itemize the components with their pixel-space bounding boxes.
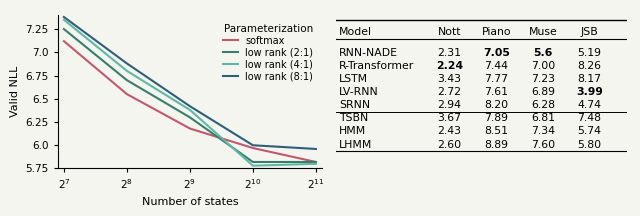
low rank (8:1) — [312, 148, 320, 150]
Line: softmax: softmax — [64, 41, 316, 162]
low rank (2:1) — [186, 116, 194, 119]
low rank (4:1) — [312, 162, 320, 165]
low rank (4:1) — [60, 19, 68, 21]
Text: 5.80: 5.80 — [577, 140, 602, 150]
softmax — [249, 147, 257, 149]
Text: 5.19: 5.19 — [577, 48, 602, 58]
Text: 8.17: 8.17 — [577, 74, 602, 84]
Line: low rank (2:1): low rank (2:1) — [64, 29, 316, 162]
Text: 7.77: 7.77 — [484, 74, 508, 84]
Text: JSB: JSB — [580, 27, 598, 37]
Text: 7.44: 7.44 — [484, 61, 508, 71]
Text: SRNN: SRNN — [339, 100, 370, 110]
softmax — [186, 127, 194, 130]
Text: 3.43: 3.43 — [438, 74, 461, 84]
Text: 5.6: 5.6 — [533, 48, 552, 58]
Text: 5.74: 5.74 — [577, 126, 602, 137]
softmax — [312, 161, 320, 163]
Text: 7.48: 7.48 — [577, 113, 602, 123]
Text: LHMM: LHMM — [339, 140, 372, 150]
Text: Piano: Piano — [481, 27, 511, 37]
X-axis label: Number of states: Number of states — [141, 197, 238, 207]
Text: 2.43: 2.43 — [438, 126, 461, 137]
low rank (2:1) — [60, 28, 68, 30]
Legend: softmax, low rank (2:1), low rank (4:1), low rank (8:1): softmax, low rank (2:1), low rank (4:1),… — [220, 20, 317, 86]
low rank (8:1) — [123, 62, 131, 65]
Text: 6.81: 6.81 — [531, 113, 555, 123]
Text: Nott: Nott — [438, 27, 461, 37]
Text: 3.67: 3.67 — [438, 113, 461, 123]
Text: 2.72: 2.72 — [438, 87, 461, 97]
Text: 2.31: 2.31 — [438, 48, 461, 58]
Text: RNN-NADE: RNN-NADE — [339, 48, 398, 58]
Text: 2.60: 2.60 — [438, 140, 461, 150]
softmax — [60, 40, 68, 42]
Text: R-Transformer: R-Transformer — [339, 61, 414, 71]
low rank (8:1) — [186, 105, 194, 108]
Text: 7.61: 7.61 — [484, 87, 508, 97]
Y-axis label: Valid NLL: Valid NLL — [10, 66, 20, 118]
low rank (4:1) — [249, 164, 257, 167]
Text: LV-RNN: LV-RNN — [339, 87, 379, 97]
Text: 7.89: 7.89 — [484, 113, 508, 123]
low rank (8:1) — [60, 16, 68, 18]
Text: 4.74: 4.74 — [577, 100, 602, 110]
Text: 8.20: 8.20 — [484, 100, 508, 110]
Text: 7.00: 7.00 — [531, 61, 555, 71]
Text: 2.24: 2.24 — [436, 61, 463, 71]
Text: 7.60: 7.60 — [531, 140, 555, 150]
Text: HMM: HMM — [339, 126, 366, 137]
Text: 3.99: 3.99 — [576, 87, 603, 97]
Text: 6.28: 6.28 — [531, 100, 555, 110]
Text: 8.26: 8.26 — [577, 61, 602, 71]
low rank (4:1) — [123, 70, 131, 72]
softmax — [123, 93, 131, 95]
low rank (8:1) — [249, 144, 257, 146]
low rank (4:1) — [186, 109, 194, 111]
Text: Model: Model — [339, 27, 372, 37]
Text: Muse: Muse — [529, 27, 557, 37]
Text: 8.51: 8.51 — [484, 126, 508, 137]
Text: 8.89: 8.89 — [484, 140, 508, 150]
low rank (2:1) — [312, 161, 320, 163]
Text: TSBN: TSBN — [339, 113, 368, 123]
low rank (2:1) — [123, 79, 131, 81]
Text: 2.94: 2.94 — [438, 100, 461, 110]
Text: 6.89: 6.89 — [531, 87, 555, 97]
Line: low rank (8:1): low rank (8:1) — [64, 17, 316, 149]
Text: 7.34: 7.34 — [531, 126, 555, 137]
Text: 7.23: 7.23 — [531, 74, 555, 84]
Line: low rank (4:1): low rank (4:1) — [64, 20, 316, 166]
Text: 7.05: 7.05 — [483, 48, 509, 58]
low rank (2:1) — [249, 161, 257, 163]
Text: LSTM: LSTM — [339, 74, 368, 84]
